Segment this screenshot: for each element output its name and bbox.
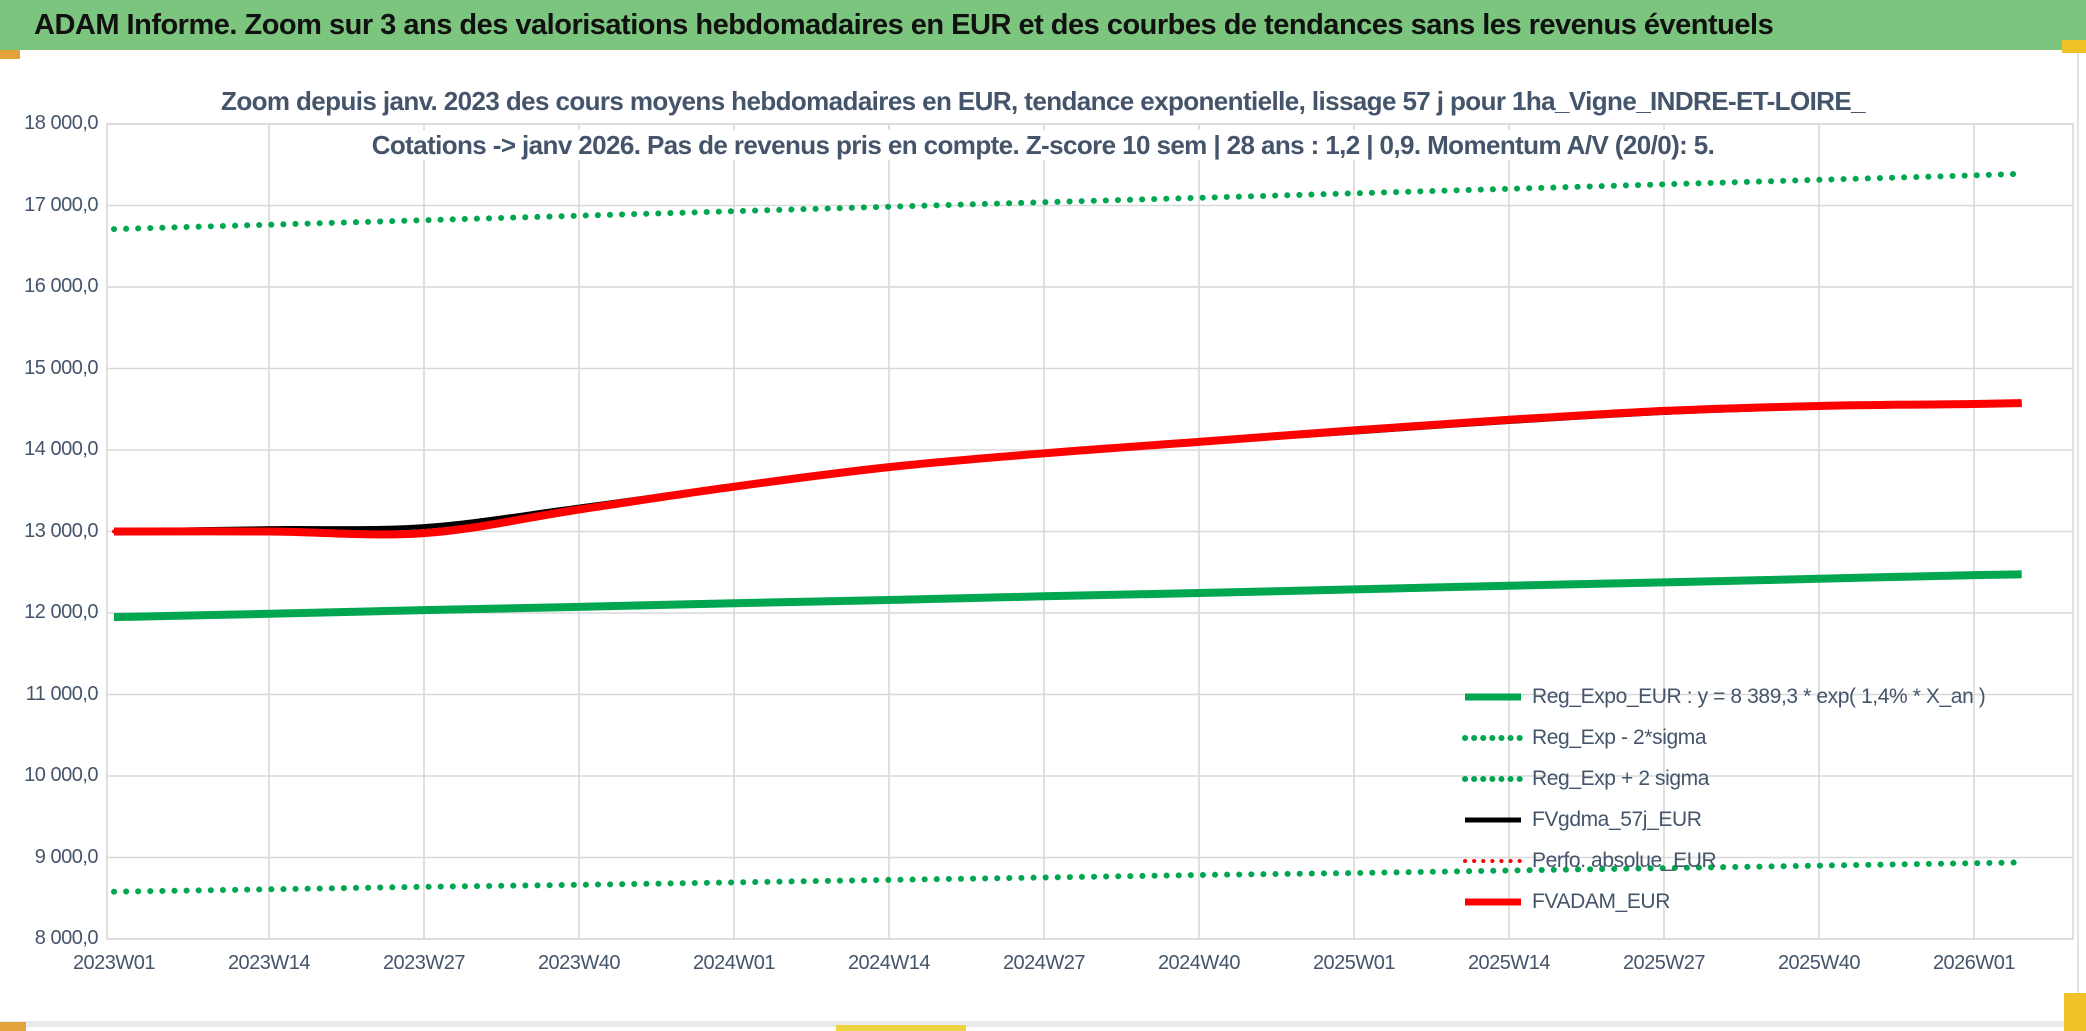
- legend-line-swatch: [1462, 775, 1524, 782]
- series-line-3: [113, 401, 2022, 534]
- series-line-1: [111, 859, 2025, 895]
- legend-line-swatch: [1465, 817, 1521, 822]
- legend-line-swatch: [1462, 734, 1524, 741]
- accent-top-left: [0, 50, 20, 59]
- legend-line-swatch: [1465, 693, 1521, 700]
- accent-top-right: [2062, 40, 2086, 53]
- series-line-4: [112, 401, 2024, 537]
- series-line-5: [113, 399, 2022, 539]
- y-tick-label: 12 000,0: [24, 601, 98, 623]
- banner-title: ADAM Informe. Zoom sur 3 ans des valoris…: [34, 9, 1774, 41]
- legend-label: FVgdma_57j_EUR: [1532, 807, 1702, 831]
- y-tick-label: 15 000,0: [24, 356, 98, 379]
- sheet-edge-line: [2077, 50, 2079, 1022]
- y-tick-label: 16 000,0: [24, 275, 98, 297]
- x-tick-label: 2024W14: [847, 952, 931, 974]
- chart-legend: Reg_Expo_EUR : y = 8 389,3 * exp( 1,4% *…: [1462, 676, 1986, 922]
- y-tick-label: 11 000,0: [25, 682, 99, 705]
- accent-bottom-mid: [836, 1025, 966, 1031]
- x-tick-label: 2025W27: [1622, 952, 1706, 974]
- series-line-0: [113, 570, 2022, 622]
- bottom-strip: [0, 1021, 2086, 1027]
- x-tick-label: 2024W27: [1002, 952, 1086, 974]
- series-line-2: [111, 170, 2025, 233]
- y-tick-label: 18 000,0: [24, 112, 98, 134]
- y-tick-label: 10 000,0: [24, 764, 98, 786]
- x-tick-label: 2025W40: [1777, 952, 1861, 974]
- y-tick-label: 14 000,0: [24, 438, 98, 460]
- legend-item: Perfo. absolue_EUR: [1462, 840, 1985, 881]
- x-tick-label: 2023W01: [72, 952, 156, 974]
- x-tick-label: 2025W14: [1467, 952, 1551, 974]
- banner: ADAM Informe. Zoom sur 3 ans des valoris…: [0, 0, 2086, 50]
- y-tick-label: 9 000,0: [34, 845, 99, 868]
- plot-border: [106, 123, 2074, 940]
- legend-item: Reg_Exp + 2 sigma: [1462, 758, 1985, 799]
- legend-line-swatch: [1465, 898, 1521, 905]
- y-tick-label: 8 000,0: [34, 927, 99, 949]
- legend-line-swatch: [1463, 858, 1523, 863]
- accent-bottom-left: [0, 1022, 26, 1031]
- legend-item: FVADAM_EUR: [1462, 881, 1985, 922]
- x-tick-label: 2023W40: [537, 952, 621, 974]
- legend-item: Reg_Expo_EUR : y = 8 389,3 * exp( 1,4% *…: [1462, 676, 1986, 717]
- legend-label: Reg_Exp + 2 sigma: [1532, 766, 1710, 790]
- legend-label: Perfo. absolue_EUR: [1532, 848, 1717, 872]
- x-tick-label: 2023W14: [227, 952, 311, 974]
- legend-label: Reg_Exp - 2*sigma: [1532, 725, 1707, 749]
- legend-label: FVADAM_EUR: [1532, 889, 1670, 913]
- x-tick-label: 2025W01: [1312, 952, 1396, 974]
- legend-item: Reg_Exp - 2*sigma: [1462, 717, 1985, 758]
- y-tick-label: 17 000,0: [24, 193, 98, 216]
- legend-label: Reg_Expo_EUR : y = 8 389,3 * exp( 1,4% *…: [1532, 684, 1986, 708]
- legend-item: FVgdma_57j_EUR: [1462, 799, 1985, 840]
- x-tick-label: 2026W01: [1932, 952, 2016, 974]
- y-tick-label: 13 000,0: [24, 519, 98, 542]
- accent-bottom-right: [2064, 993, 2086, 1031]
- x-tick-label: 2024W40: [1157, 952, 1241, 974]
- x-tick-label: 2023W27: [382, 952, 466, 974]
- x-tick-label: 2024W01: [692, 952, 776, 974]
